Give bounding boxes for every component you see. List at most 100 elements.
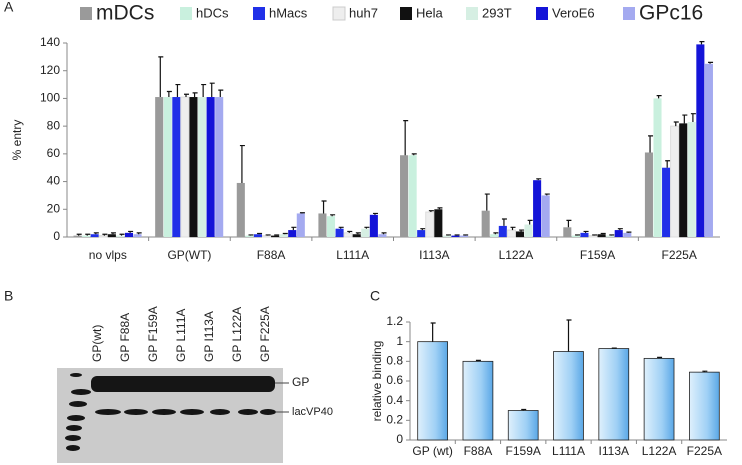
error-bar [702,370,708,373]
error-bar [430,322,436,342]
bar [82,235,91,237]
bar [172,97,181,238]
bar [206,97,215,238]
error-bar [265,234,271,236]
lane-label: GP F225A [258,306,272,362]
error-bar [381,232,387,235]
y-tick-label: 40 [47,174,61,188]
bar [653,98,662,237]
bar [670,125,680,238]
bar [288,230,297,237]
bar [279,234,288,237]
bar [116,235,125,237]
bar [352,234,361,237]
error-bar [657,356,663,359]
error-bar [648,135,654,153]
error-bar [403,120,409,156]
panel-label: B [4,288,13,304]
bar [614,230,623,237]
y-axis-label: % entry [10,120,24,161]
legend-label: hDCs [196,5,229,20]
bar [90,234,99,237]
bar [541,195,550,237]
panel-label: C [370,288,380,304]
error-bar [690,113,696,122]
y-axis-label: relative binding [370,341,384,422]
bar [417,341,448,441]
error-bar [274,234,280,236]
error-bar [184,93,190,98]
y-tick-label: 1 [396,334,403,348]
bar [606,235,615,237]
bar [326,216,336,237]
error-bar [136,232,142,235]
bar [369,214,378,237]
error-bar [536,178,542,181]
bar [271,235,280,237]
error-bar [617,228,623,231]
bar [98,235,108,238]
y-tick-label: 0 [53,229,60,243]
error-bar [330,214,336,217]
x-tick-label: F225A [662,248,697,262]
error-bar [566,319,572,352]
y-tick-label: 140 [40,35,60,49]
error-bar [519,229,525,232]
x-tick-label: F159A [506,444,541,458]
bar [506,229,516,238]
bar [189,97,198,238]
y-tick-label: 100 [40,91,60,105]
bar [580,232,589,237]
error-bar [321,200,327,214]
lane-label: GP I113A [202,311,216,362]
bar [460,235,469,237]
error-bar [501,218,507,226]
error-bar [583,230,589,233]
bar [643,357,675,441]
legend-label: 293T [482,5,512,20]
bar [563,227,572,237]
error-bar [209,82,215,98]
lane-label: GP(wt) [90,325,104,362]
legend-label: VeroE6 [552,5,595,20]
legend-swatch [400,7,412,20]
bar [662,167,671,237]
bar [442,235,451,237]
x-tick-label: F88A [257,248,286,262]
error-bar [372,212,378,215]
bar [155,97,164,238]
bar [571,235,580,237]
error-bar [93,232,99,235]
bar [481,210,490,237]
error-bar [411,153,417,156]
error-bar [665,160,671,168]
error-bar [291,226,297,231]
y-tick-label: 20 [47,201,61,215]
bar [644,152,653,237]
bar [180,96,190,238]
bar [687,121,696,237]
error-bar [454,234,460,236]
band-label: lacVP40 [292,406,333,418]
error-bar [166,90,172,98]
bar [343,232,353,238]
bar [361,228,370,237]
error-bar [600,232,606,235]
legend-label: huh7 [349,5,378,20]
bar [198,97,207,238]
bar [296,213,305,237]
bar [163,97,172,238]
error-bar [446,234,452,236]
bar [588,235,598,238]
legend-label: hMacs [269,5,308,20]
panel-label: A [4,0,14,15]
bar [515,231,525,237]
error-bar [364,226,370,229]
legend-swatch [466,7,478,20]
error-bar [239,144,245,183]
error-bar [521,408,527,411]
band-label: GP [292,375,309,389]
bar [679,123,688,237]
